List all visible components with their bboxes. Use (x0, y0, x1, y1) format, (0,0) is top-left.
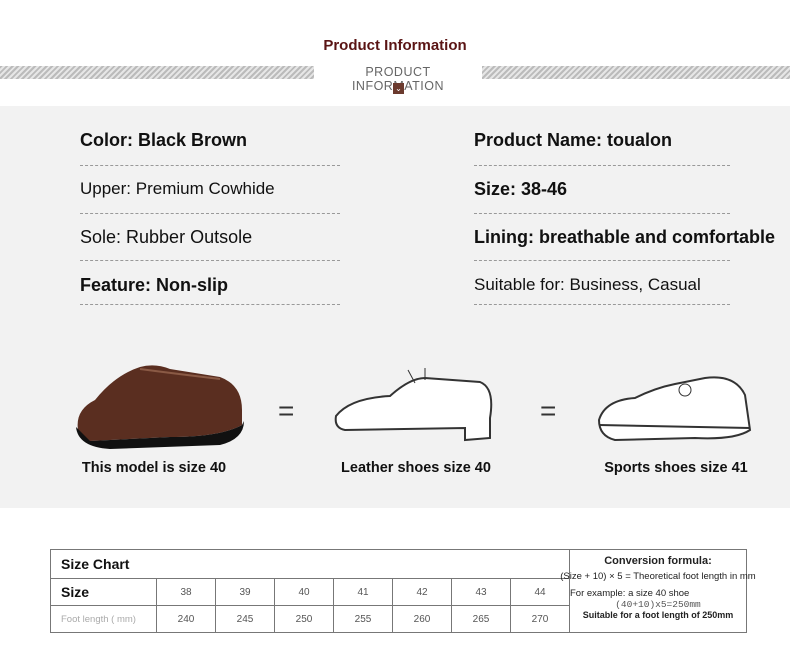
formula-example: For example: a size 40 shoe (570, 588, 690, 599)
oxford-shoe-outline (334, 368, 493, 442)
caption-leather: Leather shoes size 40 (341, 460, 491, 476)
length-cell: 240 (156, 605, 216, 633)
equals-sign: = (540, 395, 557, 426)
stripe-divider-left (0, 66, 314, 79)
attr-feature: Feature: Non-slip (80, 275, 229, 295)
size-chart-title: Size Chart (50, 549, 570, 579)
length-cell: 270 (510, 605, 570, 633)
length-cell: 245 (215, 605, 275, 633)
size-cell: 43 (451, 578, 511, 606)
size-cell: 38 (156, 578, 216, 606)
page-title: Product Information (323, 37, 467, 54)
size-cell: 42 (392, 578, 452, 606)
attr-upper: Upper: Premium Cowhide (80, 179, 275, 198)
attr-color: Color: Black Brown (80, 130, 248, 150)
size-cell: 40 (274, 578, 334, 606)
length-cell: 265 (451, 605, 511, 633)
attr-size: Size: 38-46 (474, 179, 568, 199)
length-row-label: Foot length ( mm) (50, 605, 157, 633)
size-row-label: Size (50, 578, 157, 606)
attr-suitable: Suitable for: Business, Casual (474, 275, 701, 294)
formula-text: (Size + 10) × 5 = Theoretical foot lengt… (560, 571, 756, 582)
length-cell: 250 (274, 605, 334, 633)
brown-loafer-photo (76, 365, 244, 449)
length-cell: 260 (392, 605, 452, 633)
size-cell: 41 (333, 578, 393, 606)
formula-calc: (40+10)x5=250mm (615, 599, 701, 610)
attr-lining: Lining: breathable and comfortable (474, 227, 776, 247)
stripe-divider-right (482, 66, 790, 79)
caption-model: This model is size 40 (81, 460, 227, 476)
attr-sole: Sole: Rubber Outsole (80, 227, 253, 247)
size-chart-table: Size Chart Conversion formula: (Size + 1… (50, 549, 756, 633)
equals-sign: = (278, 395, 295, 426)
length-cell: 255 (333, 605, 393, 633)
attr-product-name: Product Name: toualon (474, 130, 673, 150)
formula-result: Suitable for a foot length of 250mm (582, 610, 734, 620)
size-cell: 39 (215, 578, 275, 606)
caption-sports: Sports shoes size 41 (604, 460, 748, 476)
size-cell: 44 (510, 578, 570, 606)
formula-title: Conversion formula: (604, 555, 712, 567)
sneaker-outline (597, 376, 752, 442)
chevron-down-icon: ⌄ (393, 83, 404, 94)
